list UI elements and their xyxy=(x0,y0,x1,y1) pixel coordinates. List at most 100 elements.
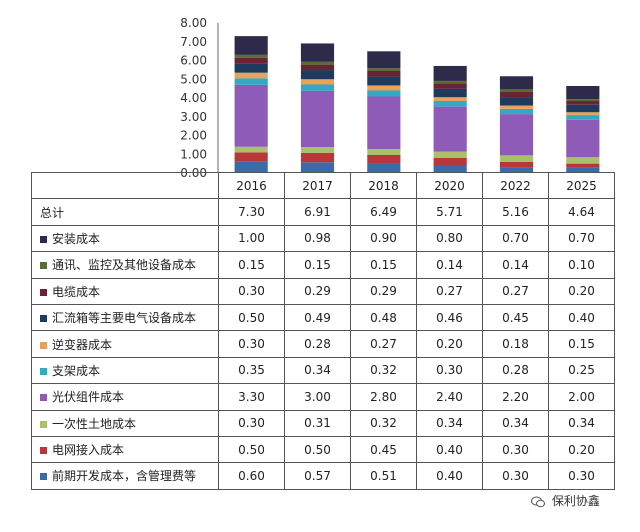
legend-entry: 前期开发成本，含管理费等 xyxy=(31,462,219,490)
total-value: 5.16 xyxy=(482,198,549,226)
bar-segment xyxy=(433,88,467,98)
data-label: 0.14 xyxy=(416,251,483,279)
data-label: 0.50 xyxy=(218,303,285,332)
data-label: 0.27 xyxy=(350,330,417,358)
y-tick-label: 4.00 xyxy=(180,91,207,105)
legend-entry: 一次性土地成本 xyxy=(31,409,219,437)
bar-segment xyxy=(566,157,600,164)
data-label: 0.15 xyxy=(218,251,285,279)
data-label: 0.40 xyxy=(416,462,483,490)
table-row-total: 总计 7.30 6.91 6.49 5.71 5.16 4.64 xyxy=(31,198,615,226)
bar-segment xyxy=(499,114,534,156)
bar-segment xyxy=(367,51,401,69)
total-value: 7.30 xyxy=(218,198,285,226)
data-label: 0.50 xyxy=(218,435,285,464)
data-label: 0.20 xyxy=(548,435,615,464)
bar-segment xyxy=(433,101,467,107)
bar-segment xyxy=(433,158,467,166)
data-label: 0.70 xyxy=(482,224,549,253)
watermark-text: 保利协鑫 xyxy=(551,494,600,508)
bar-segment xyxy=(300,43,335,62)
data-label: 0.45 xyxy=(482,303,549,332)
bar-segment xyxy=(234,146,268,153)
bar-segment xyxy=(300,61,335,65)
data-label: 0.45 xyxy=(350,435,417,464)
y-tick-label: 7.00 xyxy=(180,35,207,49)
bar-segment xyxy=(433,151,467,158)
data-label: 0.46 xyxy=(416,303,483,332)
data-label: 0.15 xyxy=(548,330,615,358)
legend-swatch xyxy=(40,394,47,402)
table-row: 汇流箱等主要电气设备成本 0.50 0.49 0.48 0.46 0.45 0.40 xyxy=(31,303,615,332)
bar-segment xyxy=(566,112,600,116)
bar-segment xyxy=(234,36,268,55)
data-label: 0.30 xyxy=(218,330,285,358)
bar-segment xyxy=(300,152,335,163)
data-label: 0.30 xyxy=(482,462,549,490)
bar-segment xyxy=(499,89,534,92)
bar-segment xyxy=(367,76,401,86)
bar-segment xyxy=(566,163,600,168)
data-label: 0.10 xyxy=(548,251,615,279)
bar-segment xyxy=(300,70,335,80)
bar-segment xyxy=(367,85,401,91)
data-label: 3.30 xyxy=(218,383,285,411)
total-value: 5.71 xyxy=(416,198,483,226)
data-label: 2.80 xyxy=(350,383,417,411)
data-label: 0.70 xyxy=(548,224,615,253)
table-row: 光伏组件成本 3.30 3.00 2.80 2.40 2.20 2.00 xyxy=(31,383,615,411)
bar-segment xyxy=(566,167,600,173)
total-value: 6.49 xyxy=(350,198,417,226)
bar-segment xyxy=(499,76,534,90)
data-label: 0.60 xyxy=(218,462,285,490)
bar-segment xyxy=(566,119,600,158)
header-blank-cell xyxy=(31,171,219,200)
legend-entry: 电网接入成本 xyxy=(31,435,219,464)
series-name: 支架成本 xyxy=(52,363,101,378)
data-label: 0.80 xyxy=(416,224,483,253)
data-label: 0.51 xyxy=(350,462,417,490)
bar-segment xyxy=(367,68,401,71)
legend-entry: 光伏组件成本 xyxy=(31,383,219,411)
data-label: 2.00 xyxy=(548,383,615,411)
bar-segment xyxy=(499,97,534,106)
watermark: 保利协鑫 xyxy=(528,491,603,510)
data-label: 0.18 xyxy=(482,330,549,358)
data-label: 0.30 xyxy=(482,435,549,464)
data-label: 0.30 xyxy=(218,409,285,437)
legend-swatch xyxy=(40,473,47,481)
bar-segment xyxy=(433,80,467,84)
series-name: 一次性土地成本 xyxy=(52,416,137,431)
bar-segment xyxy=(234,57,268,64)
data-label: 0.98 xyxy=(284,224,351,253)
bar-segment xyxy=(367,71,401,77)
series-name: 电网接入成本 xyxy=(52,443,125,458)
legend-swatch xyxy=(40,262,47,270)
total-value: 6.91 xyxy=(284,198,351,226)
legend-entry: 支架成本 xyxy=(31,356,219,385)
data-label: 0.30 xyxy=(548,462,615,490)
y-tick-label: 2.00 xyxy=(180,129,207,143)
bar-segment xyxy=(234,54,268,58)
bar-segment xyxy=(234,152,268,162)
series-name: 逆变器成本 xyxy=(52,337,113,352)
legend-entry: 逆变器成本 xyxy=(31,330,219,358)
data-label: 0.30 xyxy=(218,277,285,305)
bar-segment xyxy=(433,165,467,173)
data-label: 0.57 xyxy=(284,462,351,490)
data-label: 0.29 xyxy=(284,277,351,305)
table-row: 支架成本 0.35 0.34 0.32 0.30 0.28 0.25 xyxy=(31,356,615,385)
data-label: 0.34 xyxy=(284,356,351,385)
table-row: 一次性土地成本 0.30 0.31 0.32 0.34 0.34 0.34 xyxy=(31,409,615,437)
data-label: 0.15 xyxy=(350,251,417,279)
legend-entry: 安装成本 xyxy=(31,224,219,253)
bar-segment xyxy=(566,115,600,120)
bar-segment xyxy=(367,163,401,173)
series-name: 电缆成本 xyxy=(52,284,101,299)
data-label: 0.32 xyxy=(350,409,417,437)
bar-segment xyxy=(499,92,534,98)
table-header-row: 2016 2017 2018 2020 2022 2025 xyxy=(31,171,615,200)
total-label: 总计 xyxy=(31,198,219,226)
bar-segment xyxy=(433,83,467,89)
bar-segment xyxy=(566,104,600,113)
